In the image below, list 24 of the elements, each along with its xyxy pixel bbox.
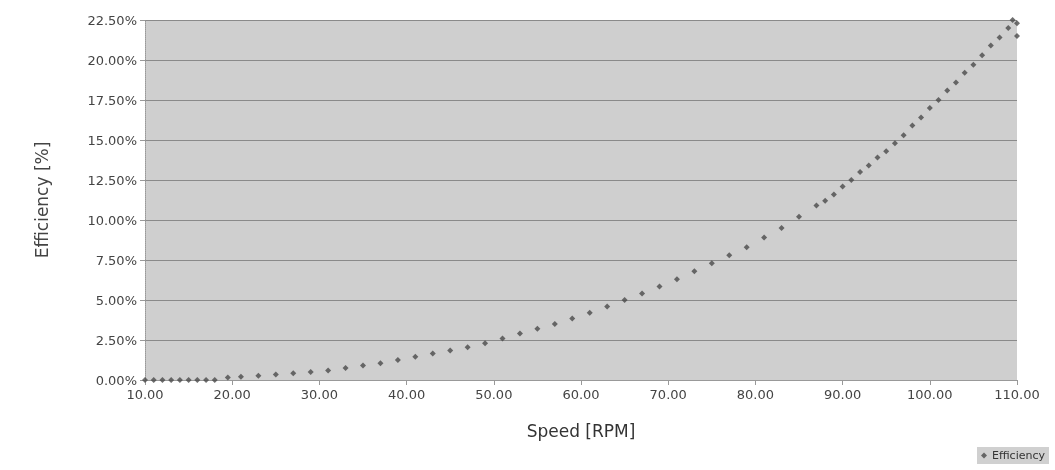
y-tick-label: 20.00%: [87, 52, 137, 68]
y-tick-label: 10.00%: [87, 212, 137, 228]
x-axis-title: Speed [RPM]: [526, 420, 636, 441]
x-tick-label: 10.00: [126, 387, 164, 402]
y-tick-label: 5.00%: [95, 292, 137, 308]
x-tick-label: 30.00: [300, 387, 339, 402]
x-tick-label: 90.00: [823, 387, 862, 402]
legend-label: Efficiency: [992, 449, 1046, 462]
y-tick-label: 15.00%: [87, 132, 137, 148]
y-tick-label: 22.50%: [87, 12, 137, 28]
x-tick-label: 70.00: [649, 387, 687, 402]
y-tick-label: 0.00%: [95, 372, 137, 388]
y-tick-label: 7.50%: [95, 252, 137, 268]
y-tick-label: 2.50%: [95, 332, 137, 348]
x-tick-label: 110.00: [994, 387, 1040, 402]
x-tick-label: 20.00: [213, 387, 251, 402]
y-axis-title: Efficiency [%]: [31, 141, 52, 259]
x-tick-label: 50.00: [475, 387, 513, 402]
x-tick-label: 80.00: [736, 387, 775, 402]
y-tick-label: 12.50%: [87, 172, 137, 188]
y-tick-label: 17.50%: [87, 92, 137, 108]
x-tick-label: 60.00: [562, 387, 600, 402]
x-tick-label: 40.00: [387, 387, 426, 402]
x-tick-label: 100.00: [907, 387, 953, 402]
